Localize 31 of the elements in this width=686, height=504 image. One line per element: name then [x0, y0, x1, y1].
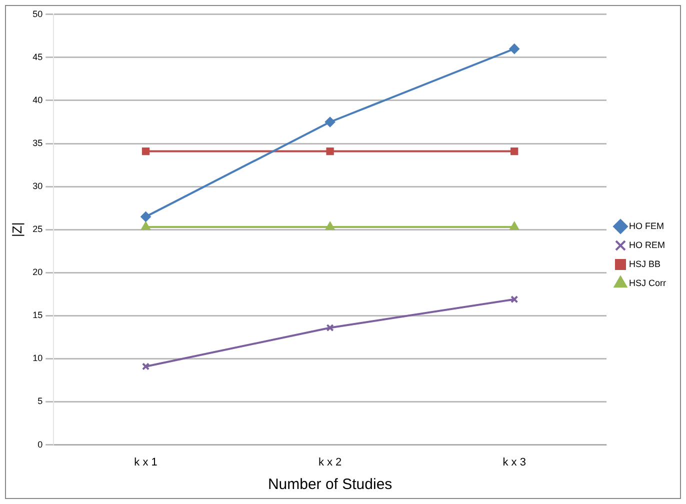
legend-label: HO FEM — [629, 220, 664, 231]
point — [510, 295, 518, 304]
point — [325, 117, 336, 127]
x-tick-label: k x 1 — [134, 456, 158, 468]
y-tick-label: 35 — [32, 138, 43, 148]
point — [326, 222, 335, 230]
y-tick-label: 10 — [32, 353, 43, 364]
point — [141, 222, 150, 230]
y-tick-label: 45 — [32, 52, 43, 62]
y-axis-title: |Z| — [9, 222, 24, 237]
point — [510, 222, 519, 230]
y-tick-label: 15 — [32, 310, 43, 320]
point — [142, 147, 150, 156]
y-tick-label: 20 — [32, 267, 43, 278]
x-tick-label: k x 2 — [318, 456, 342, 468]
legend-label: HSJ Corr — [629, 278, 666, 288]
y-tick-label: 5 — [38, 396, 43, 406]
legend-label: HSJ BB — [629, 258, 661, 269]
y-tick-label: 50 — [32, 8, 43, 19]
point — [509, 44, 520, 54]
legend-label: HO REM — [629, 240, 665, 250]
point — [510, 147, 518, 156]
y-tick-label: 0 — [38, 439, 43, 450]
x-axis-title: Number of Studies — [268, 476, 392, 494]
point — [140, 212, 151, 222]
y-tick-label: 30 — [32, 181, 43, 192]
x-tick-label: k x 3 — [502, 456, 526, 468]
point — [326, 324, 334, 332]
point — [326, 147, 334, 156]
y-tick-label: 40 — [32, 94, 43, 105]
y-tick-label: 25 — [32, 224, 43, 234]
